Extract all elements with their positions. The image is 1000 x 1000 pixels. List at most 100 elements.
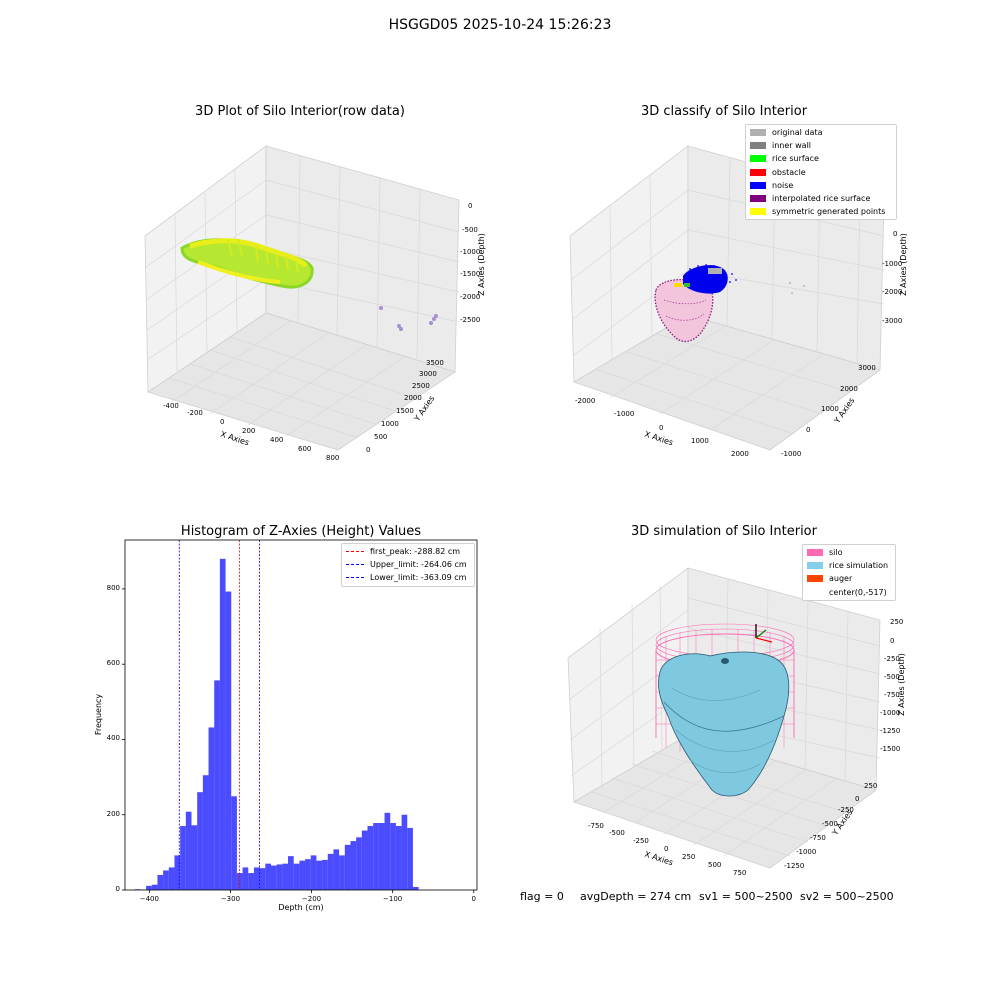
simulation-ytick: -1250 bbox=[784, 862, 805, 870]
legend-label: silo bbox=[829, 548, 843, 558]
raw-xtick: -200 bbox=[187, 409, 203, 417]
legend-label: original data bbox=[772, 128, 823, 138]
classify-xtick: 0 bbox=[659, 424, 664, 432]
raw-point-cloud bbox=[180, 238, 438, 331]
classify-xtick: -1000 bbox=[614, 410, 635, 418]
simulation-xlabel: X Axies bbox=[643, 849, 675, 868]
simulation-plot-title: 3D simulation of Silo Interior bbox=[631, 524, 817, 539]
simulation-ytick: -750 bbox=[810, 834, 826, 842]
legend-item: silo bbox=[803, 546, 895, 559]
histogram-bar bbox=[214, 680, 220, 890]
histogram-bar bbox=[174, 855, 181, 890]
classify-ytick: 2000 bbox=[840, 385, 858, 393]
histogram-ytick-label: 600 bbox=[106, 659, 120, 668]
figure-title: HSGGD05 2025-10-24 15:26:23 bbox=[388, 17, 612, 33]
classify-point-cloud bbox=[654, 264, 805, 343]
legend-swatch bbox=[750, 142, 766, 150]
histogram-bar bbox=[259, 868, 266, 890]
simulation-ztick: 0 bbox=[890, 637, 895, 645]
histogram-bar bbox=[185, 811, 192, 890]
classify-zlabel: Z Axies (Depth) bbox=[898, 233, 908, 296]
legend-swatch bbox=[346, 577, 364, 579]
raw-xtick: 0 bbox=[220, 418, 225, 426]
legend-item: interpolated rice surface bbox=[746, 192, 896, 205]
classify-xlabel: X Axies bbox=[643, 429, 675, 448]
histogram-bar bbox=[208, 727, 215, 890]
simulation-ztick: -1000 bbox=[880, 709, 901, 717]
legend-swatch bbox=[346, 564, 364, 566]
simulation-xtick: 0 bbox=[664, 845, 669, 853]
histogram-bar bbox=[333, 849, 340, 890]
histogram-bar bbox=[180, 826, 186, 890]
histogram-plot bbox=[122, 539, 478, 893]
legend-item: obstacle bbox=[746, 166, 896, 179]
legend-swatch bbox=[750, 168, 766, 176]
classify-ztick: -1000 bbox=[882, 260, 903, 268]
histogram-bar bbox=[316, 860, 323, 890]
classify-ytick: -1000 bbox=[781, 450, 802, 458]
raw-ytick: 3000 bbox=[419, 370, 437, 378]
legend-item: noise bbox=[746, 179, 896, 192]
histogram-bar bbox=[305, 859, 311, 890]
histogram-bar bbox=[276, 864, 283, 890]
simulation-xtick: -500 bbox=[609, 829, 625, 837]
simulation-xtick: 250 bbox=[682, 853, 696, 861]
raw-ztick: 0 bbox=[468, 202, 473, 210]
classify-plot-title: 3D classify of Silo Interior bbox=[640, 104, 808, 119]
histogram-bar bbox=[361, 830, 368, 890]
histogram-legend: first_peak: -288.82 cm Upper_limit: -264… bbox=[341, 543, 475, 587]
legend-label: inner wall bbox=[772, 141, 812, 151]
status-sv2: sv2 = 500~2500 bbox=[800, 890, 894, 903]
raw-ytick: 3500 bbox=[426, 359, 444, 367]
raw-xtick: 400 bbox=[270, 436, 284, 444]
simulation-xtick: 750 bbox=[733, 869, 747, 877]
legend-label: auger bbox=[829, 574, 853, 584]
legend-swatch bbox=[807, 549, 823, 557]
raw-ztick: -2500 bbox=[460, 316, 481, 324]
histogram-ytick-label: 400 bbox=[106, 734, 120, 743]
histogram-bar bbox=[236, 873, 243, 890]
legend-label: center(0,-517) bbox=[829, 587, 887, 597]
raw-xtick: 200 bbox=[242, 427, 256, 435]
histogram-bar bbox=[395, 826, 402, 890]
histogram-bar bbox=[293, 863, 300, 890]
classify-ztick: -3000 bbox=[882, 317, 903, 325]
legend-item: center(0,-517) bbox=[803, 586, 895, 599]
raw-ztick: -2000 bbox=[460, 293, 481, 301]
simulation-ztick: 250 bbox=[890, 618, 904, 626]
classify-ytick: 1000 bbox=[821, 405, 839, 413]
legend-swatch bbox=[750, 208, 766, 216]
histogram-bar bbox=[197, 792, 203, 890]
raw-ztick: -500 bbox=[462, 226, 478, 234]
histogram-bar bbox=[163, 870, 169, 890]
histogram-bar bbox=[191, 825, 198, 890]
simulation-ytick: -250 bbox=[838, 806, 854, 814]
histogram-bar bbox=[401, 814, 408, 890]
simulation-ztick: -250 bbox=[884, 655, 900, 663]
legend-label: first_peak: -288.82 cm bbox=[370, 547, 461, 557]
histogram-xtick-label: 0 bbox=[471, 895, 476, 903]
legend-label: noise bbox=[772, 180, 794, 190]
histogram-ytick-label: 0 bbox=[115, 885, 120, 893]
raw-ytick: 500 bbox=[374, 433, 388, 441]
legend-swatch bbox=[807, 575, 823, 583]
simulation-ytick: -1000 bbox=[796, 848, 817, 856]
histogram-bar bbox=[288, 856, 294, 890]
simulation-legend: silo rice simulation auger center(0,-517… bbox=[802, 544, 896, 601]
legend-item: inner wall bbox=[746, 139, 896, 152]
legend-label: obstacle bbox=[772, 167, 806, 177]
histogram-bar bbox=[373, 823, 379, 890]
status-flag: flag = 0 bbox=[520, 890, 564, 903]
legend-swatch bbox=[750, 181, 766, 189]
histogram-bar bbox=[146, 885, 152, 890]
simulation-ytick: -500 bbox=[822, 820, 838, 828]
histogram-bar bbox=[412, 886, 419, 890]
histogram-xtick-label: −400 bbox=[139, 895, 159, 903]
simulation-ytick: 0 bbox=[855, 795, 860, 803]
histogram-bar bbox=[253, 867, 260, 890]
histogram-bar bbox=[231, 796, 237, 890]
legend-swatch bbox=[807, 589, 823, 596]
histogram-bar bbox=[390, 823, 396, 890]
histogram-ylabel: Frequency bbox=[94, 693, 104, 736]
raw-ytick: 2000 bbox=[404, 394, 422, 402]
